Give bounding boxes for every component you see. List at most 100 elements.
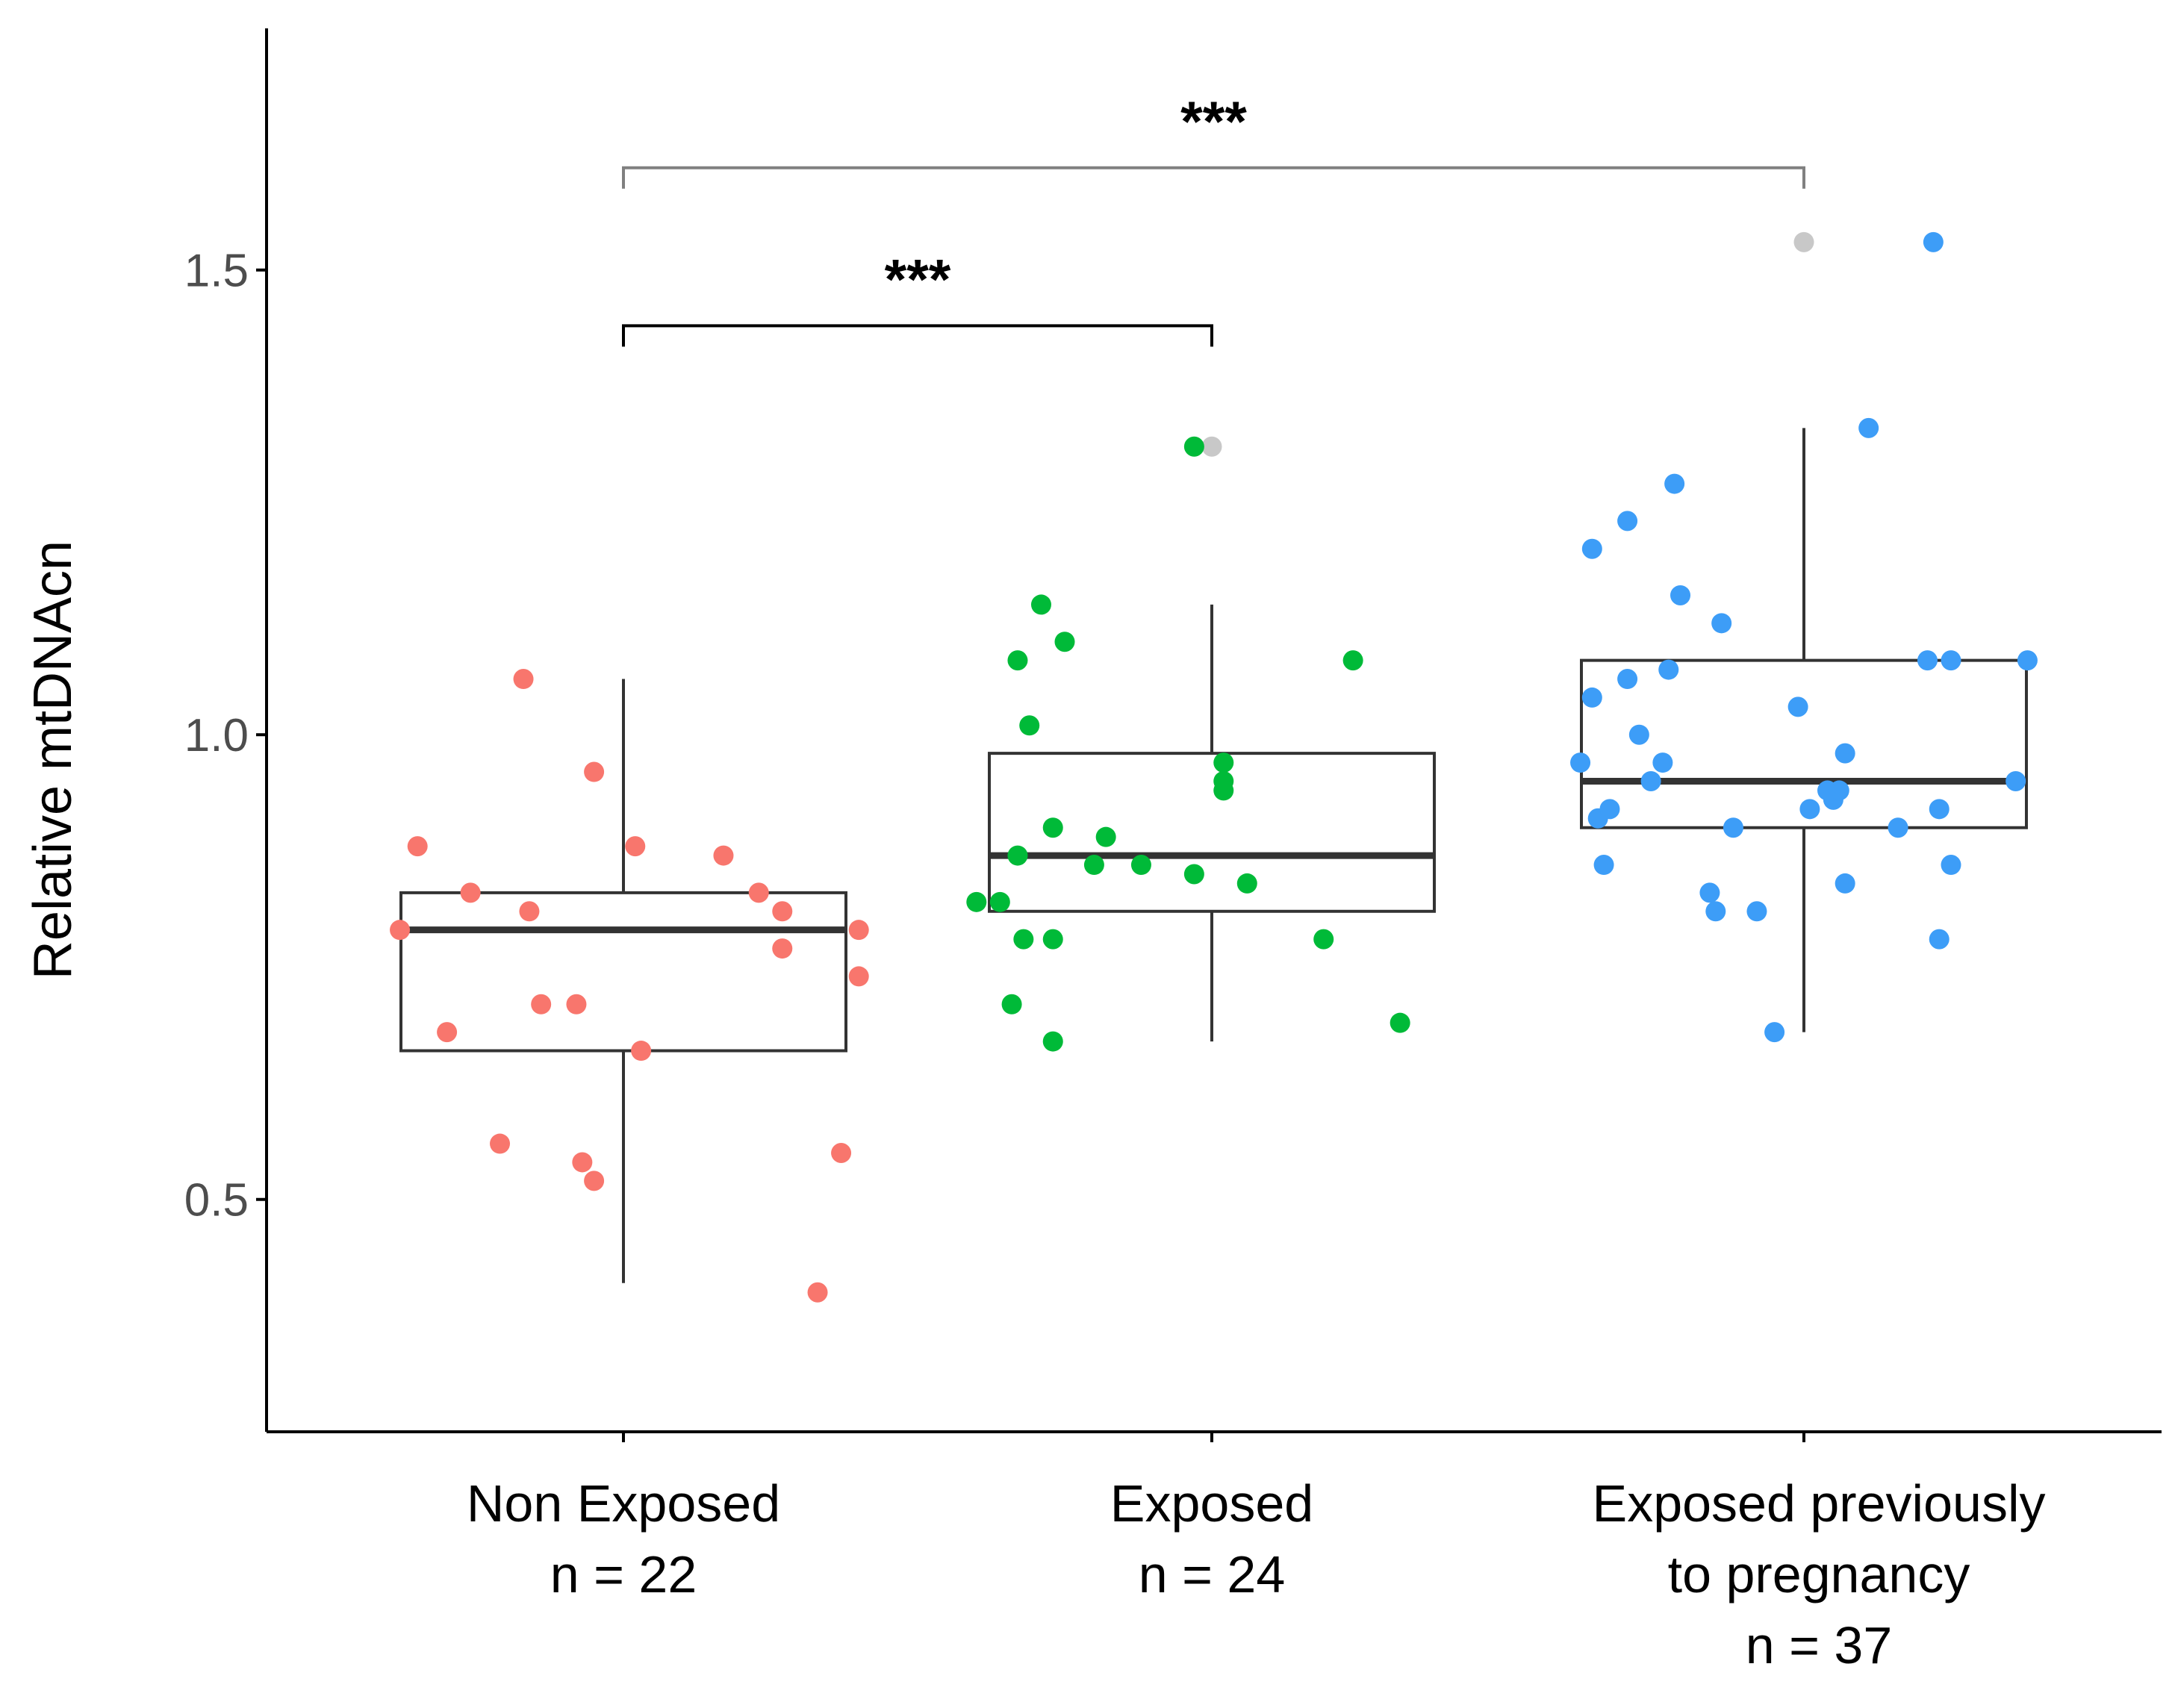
data-point: [1764, 1022, 1785, 1043]
data-point: [1835, 873, 1855, 894]
data-point: [513, 669, 534, 690]
data-point: [1213, 780, 1234, 801]
data-point: [1013, 929, 1034, 950]
data-point: [531, 994, 552, 1014]
data-point: [460, 882, 481, 903]
data-point: [631, 1041, 652, 1062]
y-tick-label: 1.0: [184, 710, 249, 761]
data-point: [1183, 864, 1204, 885]
x-category-label: n = 22: [550, 1545, 697, 1603]
data-point: [1858, 417, 1879, 438]
data-point: [966, 891, 987, 912]
data-point: [1042, 817, 1063, 838]
data-point: [1929, 929, 1949, 950]
data-point: [1581, 687, 1602, 708]
data-point: [1658, 659, 1679, 680]
data-point: [1617, 511, 1638, 532]
data-point: [1390, 1012, 1410, 1033]
significance-bracket: [622, 324, 1213, 347]
data-point: [625, 836, 646, 857]
data-point: [407, 836, 428, 857]
data-point: [1593, 855, 1614, 876]
data-point: [848, 920, 869, 941]
data-point: [1130, 855, 1151, 876]
y-axis-title: Relative mtDNAcn: [23, 540, 83, 979]
significance-label: ***: [1180, 90, 1247, 154]
data-point: [1746, 901, 1767, 922]
data-point: [1929, 799, 1949, 820]
data-point: [2005, 770, 2026, 791]
data-point: [1042, 929, 1063, 950]
data-point: [1019, 715, 1040, 736]
x-ticks: Non Exposed n = 22 Exposed n = 24 Exposed pr…: [467, 1432, 2046, 1674]
data-point: [1664, 473, 1685, 494]
data-point: [713, 845, 734, 866]
outlier-point: [1793, 231, 1814, 252]
data-point: [1042, 1031, 1063, 1052]
x-category-label: Non Exposed: [467, 1474, 780, 1533]
data-point: [1183, 436, 1204, 457]
data-point: [1342, 650, 1363, 671]
data-point: [1236, 873, 1257, 894]
data-point: [1617, 669, 1638, 690]
boxes: [399, 231, 2028, 1283]
data-point: [1888, 817, 1908, 838]
data-point: [1095, 826, 1116, 847]
data-point: [1001, 994, 1022, 1014]
data-point: [1054, 632, 1075, 652]
data-point: [748, 882, 769, 903]
box-iqr: [399, 891, 847, 1053]
data-point: [831, 1142, 852, 1163]
data-point: [989, 891, 1010, 912]
data-point: [584, 761, 605, 782]
data-point: [2017, 650, 2038, 671]
y-tick-label: 0.5: [184, 1175, 249, 1227]
data-point: [1829, 780, 1849, 801]
data-point: [1799, 799, 1820, 820]
significance-label: ***: [885, 248, 951, 311]
data-point: [490, 1133, 511, 1154]
data-point: [566, 994, 587, 1014]
data-point: [1581, 538, 1602, 559]
data-point: [584, 1171, 605, 1191]
data-point: [1923, 231, 1944, 252]
data-point: [1711, 613, 1732, 634]
x-category-label: to pregnancy: [1668, 1545, 1970, 1603]
data-point: [1083, 855, 1104, 876]
y-ticks: 0.5 1.0 1.5: [184, 246, 267, 1227]
x-category-label: n = 24: [1139, 1545, 1286, 1603]
data-point: [1313, 929, 1334, 950]
box-iqr: [988, 752, 1436, 913]
data-point: [1723, 817, 1743, 838]
data-point: [1652, 752, 1673, 773]
data-point: [807, 1282, 828, 1303]
data-point: [1787, 696, 1808, 717]
x-category-label: Exposed previously: [1593, 1474, 2046, 1533]
data-point: [572, 1152, 593, 1173]
box-iqr: [1580, 658, 2028, 829]
data-point: [1030, 594, 1051, 615]
data-point: [1628, 724, 1649, 745]
data-point: [1213, 752, 1234, 773]
data-point: [1941, 855, 1961, 876]
data-point: [1599, 799, 1620, 820]
data-point: [390, 920, 411, 941]
data-point: [1941, 650, 1961, 671]
data-point: [519, 901, 540, 922]
significance-brackets: *** ***: [622, 90, 1805, 347]
data-point: [1670, 585, 1691, 605]
data-point: [1007, 845, 1028, 866]
data-point: [1705, 901, 1726, 922]
significance-bracket: [622, 166, 1805, 189]
data-point: [772, 901, 793, 922]
data-point: [437, 1022, 458, 1043]
outlier-point: [1201, 436, 1222, 457]
data-point: [772, 938, 793, 959]
data-point: [1570, 752, 1591, 773]
x-category-label: n = 37: [1746, 1616, 1893, 1674]
data-point: [1835, 743, 1855, 764]
data-point: [1640, 770, 1661, 791]
data-point: [1917, 650, 1938, 671]
data-point: [1699, 882, 1720, 903]
